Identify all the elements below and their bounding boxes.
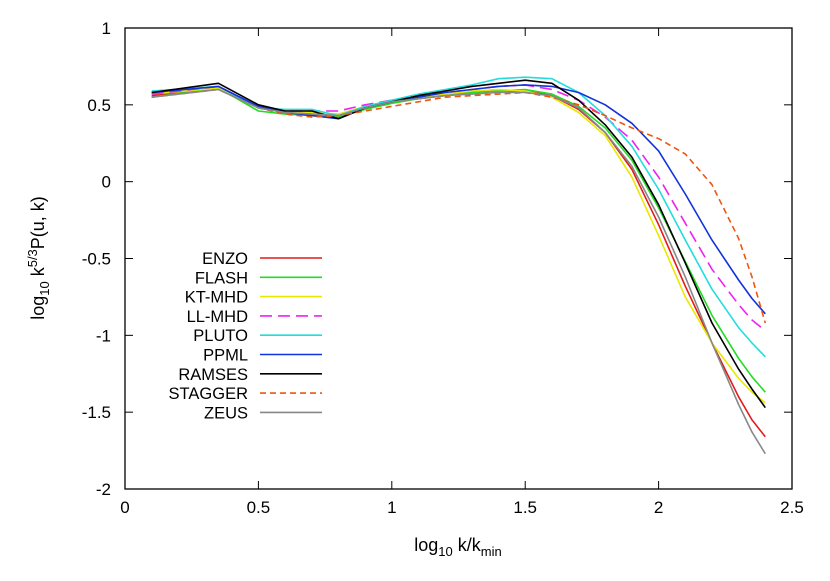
x-axis-title-main-sub: min: [481, 544, 502, 559]
y-tick-label: 0.5: [87, 96, 111, 115]
legend-label: ENZO: [202, 250, 248, 268]
series-lines: [151, 76, 767, 455]
series-line-stagger: [151, 88, 767, 324]
x-tick-label: 2: [654, 498, 663, 517]
series-line-ppml: [151, 84, 766, 315]
x-tick-label: 1.5: [513, 498, 537, 517]
legend-label: RAMSES: [178, 366, 248, 384]
y-axis-title-main: k: [28, 266, 48, 281]
x-tick-label: 2.5: [780, 498, 804, 517]
legend-label: FLASH: [195, 269, 248, 287]
y-axis-title-tail: P(u, k): [28, 196, 48, 249]
y-axis-title-prefix-sub: 10: [37, 281, 52, 295]
series-line-ll-mhd: [151, 84, 766, 332]
y-axis-title: log10 k5/3P(u, k): [25, 196, 52, 320]
y-tick-label: -0.5: [82, 250, 111, 269]
y-axis-title-prefix: log: [28, 296, 48, 320]
y-tick-label: -2: [96, 480, 111, 499]
x-tick-label: 1: [387, 498, 396, 517]
legend-label: LL-MHD: [187, 308, 249, 326]
x-axis-title-main: k/k: [453, 535, 482, 555]
y-axis-title-main-sup: 5/3: [25, 249, 40, 267]
tick-marks: 0 0.5 1 1.5 2 2.5 -2 -1.5 -1 -0.5 0 0.5 1: [82, 19, 804, 517]
legend-label: KT-MHD: [185, 289, 248, 307]
x-axis-title-prefix: log: [414, 535, 438, 555]
series-line-kt-mhd: [151, 87, 766, 404]
y-tick-label: 0: [102, 173, 111, 192]
series-line-zeus: [151, 88, 766, 455]
x-axis-title: log10 k/kmin: [414, 535, 501, 559]
y-tick-label: -1.5: [82, 403, 111, 422]
x-tick-label: 0.5: [247, 498, 271, 517]
legend-label: ZEUS: [204, 404, 248, 422]
y-tick-label: -1: [96, 326, 111, 345]
y-tick-label: 1: [102, 19, 111, 38]
series-line-ramses: [151, 79, 766, 409]
legend-label: STAGGER: [169, 385, 249, 403]
legend-label: PLUTO: [193, 327, 248, 345]
legend-label: PPML: [203, 347, 248, 365]
series-line-pluto: [151, 76, 766, 358]
x-tick-label: 0: [120, 498, 129, 517]
x-axis-title-prefix-sub: 10: [438, 544, 452, 559]
